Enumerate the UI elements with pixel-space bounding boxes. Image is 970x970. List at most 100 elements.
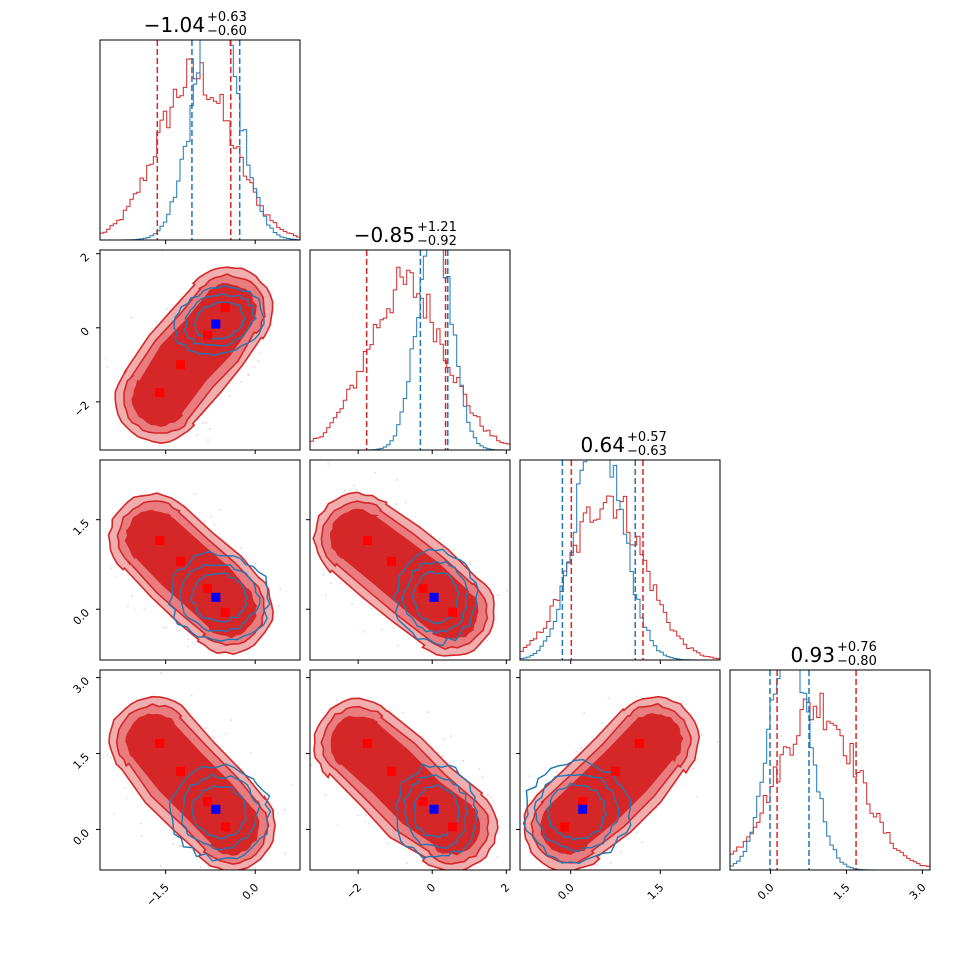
y-tick-label: 0.0: [71, 826, 93, 848]
y-tick-label: 2: [78, 251, 92, 265]
scatter-point: [442, 738, 445, 741]
x-tick-label: 0.0: [240, 881, 262, 903]
scatter-point: [202, 422, 205, 424]
x-tick-label: −2: [344, 881, 365, 902]
scatter-point: [497, 594, 499, 596]
scatter-point: [229, 394, 231, 397]
marker-red-1: [176, 556, 186, 566]
marker-red-2: [418, 797, 428, 807]
scatter-point: [525, 794, 527, 797]
scatter-point: [371, 607, 373, 610]
scatter-point: [276, 812, 279, 814]
scatter-point: [469, 563, 472, 565]
scatter-point: [207, 439, 209, 441]
scatter-point: [496, 855, 499, 858]
scatter-point: [364, 820, 366, 823]
scatter-point: [351, 602, 353, 605]
scatter-point: [353, 484, 355, 487]
x-tick-label: 0.0: [755, 881, 777, 903]
scatter-point: [258, 352, 261, 355]
hist-blue-1: [310, 250, 510, 450]
scatter-point: [368, 823, 370, 825]
scatter-point: [439, 538, 441, 540]
scatter-point: [284, 852, 287, 855]
scatter-point: [205, 422, 207, 424]
hist-red-0: [100, 58, 300, 240]
x-tick-label: −1.5: [144, 881, 172, 909]
scatter-point: [250, 752, 252, 754]
scatter-point: [201, 413, 203, 416]
blue-contour-1: [401, 560, 469, 635]
title-minus: −0.80: [837, 654, 877, 669]
scatter-point: [97, 559, 99, 561]
blue-contour-1: [533, 773, 620, 853]
scatter-point: [279, 587, 281, 590]
marker-blue: [578, 804, 588, 814]
axes-frame-2-2: [519, 459, 721, 661]
blue-contour-2: [411, 570, 461, 625]
hist-blue-0: [100, 40, 300, 240]
marker-red-1: [386, 766, 396, 776]
scatter-point: [196, 434, 199, 436]
panel-p3_vs_p0: [106, 672, 293, 870]
scatter-point: [481, 776, 484, 778]
scatter-point: [340, 582, 342, 585]
y-tick-label: 0: [78, 325, 92, 339]
marker-red-3: [220, 822, 230, 832]
scatter-point: [205, 727, 207, 729]
scatter-point: [462, 759, 464, 762]
marker-blue: [211, 319, 221, 329]
hist-panel-1: [310, 250, 510, 450]
y-tick-label: 1.5: [71, 517, 93, 539]
hist-panel-0: [100, 40, 300, 240]
param-title-3: 0.93 +0.76−0.80: [790, 640, 876, 669]
blue-contour-0: [522, 758, 632, 865]
axes-frame-1-0: [99, 249, 301, 451]
marker-red-0: [155, 738, 165, 748]
scatter-point: [240, 547, 242, 549]
blue-contour-2: [190, 785, 247, 840]
scatter-point: [140, 822, 142, 825]
title-layer: −1.04 +0.63−0.60−0.85 +1.21−0.920.64 +0.57−…: [144, 10, 877, 669]
fill-layer: [97, 250, 719, 870]
scatter-point: [344, 489, 346, 491]
scatter-point: [247, 374, 250, 377]
scatter-point: [301, 535, 303, 537]
y-tick-label: −2: [71, 399, 92, 420]
x-tick-label: 0: [424, 881, 438, 895]
scatter-point: [325, 593, 327, 596]
marker-red-3: [448, 822, 458, 832]
x-tick-label: 2: [498, 881, 512, 895]
scatter-point: [225, 679, 227, 681]
scatter-point: [230, 719, 232, 721]
hist-red-3: [730, 692, 930, 870]
scatter-point: [556, 771, 558, 773]
scatter-point: [575, 750, 578, 753]
scatter-point: [327, 463, 330, 465]
red-contour-2: [540, 713, 684, 855]
scatter-point: [620, 850, 622, 853]
marker-red-0: [362, 536, 372, 546]
scatter-point: [692, 767, 695, 770]
blue-contour-0: [392, 548, 479, 647]
marker-blue: [429, 592, 439, 602]
x-tick-label: 1.5: [645, 881, 667, 903]
axes-frame-3-0: [99, 669, 301, 871]
marker-red-2: [202, 583, 212, 593]
marker-red-2: [202, 797, 212, 807]
scatter-point: [203, 520, 206, 523]
marker-red-3: [220, 607, 230, 617]
panel-p1_vs_p0: [105, 250, 274, 445]
x-tick-label: 3.0: [907, 881, 929, 903]
marker-red-0: [155, 388, 165, 398]
scatter-point: [397, 645, 399, 647]
panel-p3_vs_p1: [310, 697, 499, 870]
scatter-point: [381, 628, 383, 631]
scatter-point: [478, 768, 481, 770]
scatter-point: [133, 608, 136, 611]
scatter-point: [253, 782, 256, 784]
scatter-point: [254, 867, 256, 870]
scatter-point: [696, 759, 699, 761]
scatter-point: [169, 616, 172, 618]
title-median: 0.64: [580, 433, 625, 457]
